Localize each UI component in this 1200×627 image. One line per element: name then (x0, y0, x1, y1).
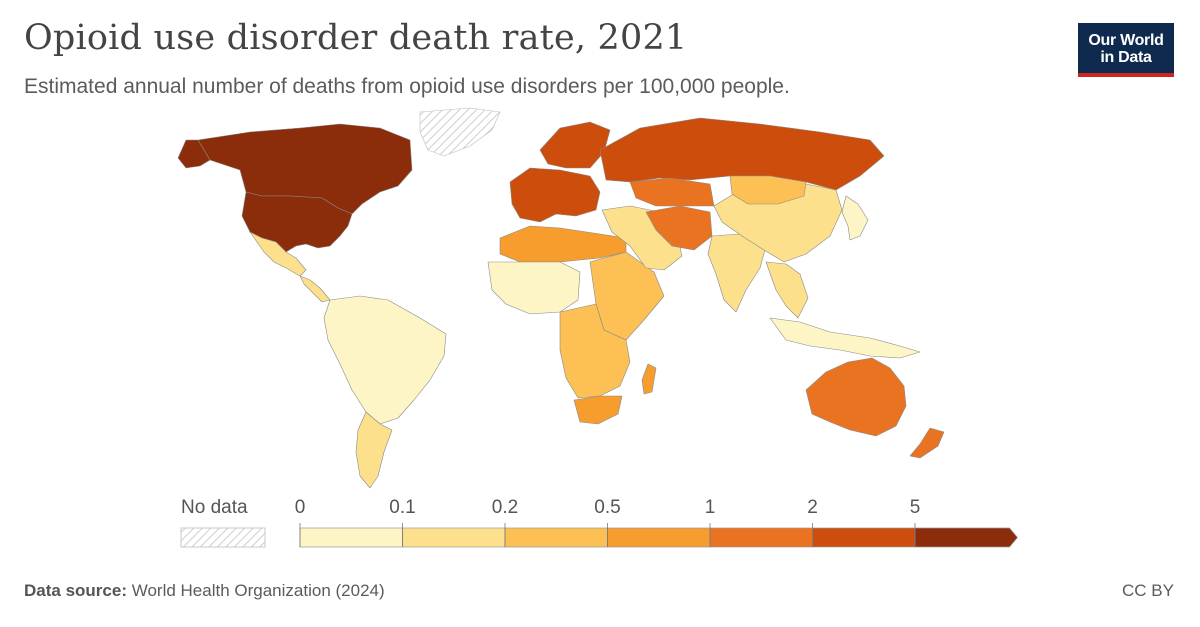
logo-line-2: in Data (1100, 49, 1152, 66)
legend-bin-0[interactable] (299, 527, 403, 548)
region-mongolia[interactable] (729, 175, 807, 205)
legend-tick-label: 0 (294, 497, 306, 518)
region-australia[interactable] (805, 357, 907, 437)
region-madagascar[interactable] (641, 363, 657, 395)
region-alaska[interactable] (177, 139, 211, 169)
legend-tick-label: 0.5 (594, 497, 621, 518)
license-link[interactable]: CC BY (1122, 581, 1174, 600)
data-source-label: Data source: (24, 581, 127, 600)
region-south-africa[interactable] (573, 395, 623, 425)
data-source: Data source: World Health Organization (… (24, 581, 385, 601)
region-argentina-chile[interactable] (355, 411, 393, 489)
region-iran-afghanistan[interactable] (645, 205, 713, 251)
region-japan[interactable] (841, 195, 869, 241)
region-indonesia[interactable] (769, 317, 921, 359)
legend-bin-6[interactable] (914, 527, 1018, 548)
legend-tick-label: 0.1 (389, 497, 416, 518)
owid-logo[interactable]: Our World in Data (1078, 23, 1174, 77)
logo-line-1: Our World (1088, 32, 1164, 49)
legend-tick-label: 1 (704, 497, 716, 518)
region-central-asia[interactable] (629, 177, 715, 207)
legend-bin-4[interactable] (709, 527, 813, 548)
legend-no-data-swatch (180, 527, 266, 548)
legend-bin-3[interactable] (607, 527, 711, 548)
region-north-africa[interactable] (499, 225, 627, 263)
legend-bin-5[interactable] (812, 527, 916, 548)
region-western-europe[interactable] (509, 167, 601, 223)
legend-no-data-label: No data (181, 497, 248, 518)
data-source-text[interactable]: World Health Organization (2024) (131, 581, 385, 600)
legend-bin-2[interactable] (504, 527, 608, 548)
region-greenland[interactable] (419, 107, 501, 157)
region-new-zealand[interactable] (909, 427, 945, 459)
legend-bin-1[interactable] (402, 527, 506, 548)
page-subtitle: Estimated annual number of deaths from o… (24, 75, 790, 98)
legend-tick-label: 2 (807, 497, 818, 518)
page-title: Opioid use disorder death rate, 2021 (24, 18, 688, 58)
region-sahel-west-africa[interactable] (487, 261, 581, 315)
region-central-america[interactable] (299, 275, 331, 303)
region-mexico[interactable] (249, 231, 307, 277)
region-central-southern-africa[interactable] (559, 303, 631, 399)
legend-tick-label: 0.2 (491, 497, 519, 518)
region-south-america[interactable] (323, 295, 447, 425)
region-scandinavia[interactable] (539, 121, 611, 169)
region-southeast-asia[interactable] (765, 261, 809, 319)
legend-tick-label: 5 (909, 497, 921, 518)
